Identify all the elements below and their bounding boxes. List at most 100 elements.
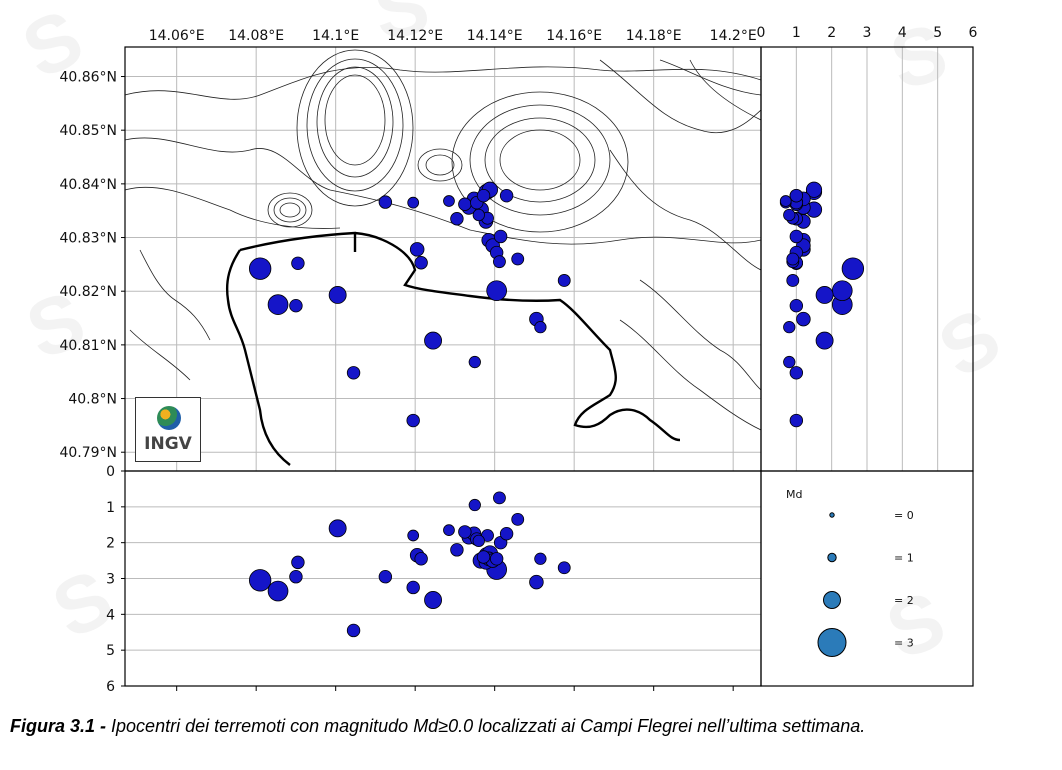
latitude-profile-point <box>789 188 804 203</box>
depth-section-point <box>424 591 443 609</box>
depth-section-point <box>328 519 347 538</box>
depth-section-point <box>468 498 481 512</box>
latitude-profile-point <box>841 257 865 280</box>
map-epicenter-point <box>493 255 506 269</box>
latitude-profile-point <box>783 355 796 369</box>
depth-tick-labels: 0 1 2 3 4 5 6 <box>106 464 115 695</box>
map-epicenter-point <box>450 212 464 226</box>
lon-tick-label: 14.12°E <box>387 28 443 44</box>
depth-section-point <box>493 491 506 505</box>
map-epicenter-point <box>468 355 481 369</box>
lon-tick-label: 14.08°E <box>228 28 284 44</box>
magnitude-legend: Md = 0 = 1 = 2 = 3 <box>760 470 974 687</box>
map-epicenter-point <box>534 321 547 334</box>
latitude-profile-point <box>786 274 800 287</box>
depth-section-point <box>489 552 504 566</box>
depth-section-point <box>406 580 420 595</box>
map-epicenter-point <box>443 195 455 207</box>
latitude-profile-point <box>831 280 853 302</box>
depth-section-points <box>248 491 571 638</box>
legend-title: Md <box>786 488 802 501</box>
latitude-profile-point <box>789 413 804 428</box>
magnitude-tick-label: 6 <box>969 25 978 41</box>
caption-label: Figura 3.1 - <box>10 716 107 736</box>
watermark-mark-2: S <box>881 7 956 107</box>
map-epicenter-point <box>458 197 472 211</box>
lon-tick-label: 14.1°E <box>312 28 359 44</box>
latitude-profile-point <box>805 181 823 198</box>
map-epicenter-point <box>499 188 514 203</box>
depth-tick-label: 4 <box>106 607 115 623</box>
map-epicenter-point <box>407 196 420 209</box>
latitude-tick-labels: 40.86°N 40.85°N 40.84°N 40.83°N 40.82°N 40.81… <box>59 70 117 462</box>
depth-section-x-ticks <box>176 686 734 691</box>
depth-section-point <box>248 569 272 592</box>
lon-tick-label: 14.16°E <box>546 28 602 44</box>
depth-section-point <box>557 561 571 575</box>
watermark-mark-6: S <box>875 574 956 676</box>
longitude-tick-labels: 14.06°E 14.08°E 14.1°E 14.12°E 14.14°E 14.16°… <box>149 28 757 44</box>
depth-tick-label: 5 <box>106 643 115 659</box>
map-epicenter-point <box>409 242 425 257</box>
lon-tick-label: 14.18°E <box>626 28 682 44</box>
depth-section-point <box>291 555 305 570</box>
depth-section-point <box>414 552 428 566</box>
caption-text: Ipocentri dei terremoti con magnitudo Md… <box>106 716 866 736</box>
globe-icon <box>157 406 181 430</box>
legend-label: = 1 <box>894 552 914 565</box>
depth-section-point <box>346 623 361 638</box>
legend-entries: = 0 = 1 = 2 = 3 <box>817 509 914 657</box>
latitude-profile-point <box>789 229 804 244</box>
depth-section-point <box>511 512 525 526</box>
latitude-profile-point <box>789 298 804 313</box>
map-epicenter-point <box>248 257 272 280</box>
watermark: SSSSSSS <box>10 0 1015 676</box>
map-epicenter-point <box>493 229 508 244</box>
depth-tick-label: 2 <box>106 536 115 552</box>
latitude-profile-point <box>786 252 800 266</box>
map-epicenter-point <box>406 413 420 428</box>
legend-marker <box>823 591 841 609</box>
map-epicenter-points <box>248 181 571 428</box>
legend-label: = 3 <box>894 637 914 650</box>
latitude-profile-point <box>783 208 796 222</box>
lat-tick-label: 40.85°N <box>59 123 117 139</box>
figure-caption: Figura 3.1 - Ipocentri dei terremoti con… <box>10 716 1055 737</box>
lat-tick-label: 40.84°N <box>59 177 117 193</box>
legend-marker <box>829 512 835 518</box>
magnitude-tick-label: 5 <box>933 25 942 41</box>
magnitude-tick-label: 0 <box>757 25 766 41</box>
legend-label: = 0 <box>894 509 914 522</box>
depth-section-point <box>378 570 393 584</box>
map-coastline <box>226 231 681 466</box>
map-epicenter-point <box>557 274 571 287</box>
ingv-logo: INGV <box>135 397 201 462</box>
magnitude-tick-labels: 0 1 2 3 4 5 6 <box>757 25 978 41</box>
latitude-profile-point <box>815 331 834 350</box>
depth-section-point <box>443 524 455 536</box>
lon-tick-label: 14.14°E <box>467 28 523 44</box>
depth-section-point <box>407 529 420 542</box>
depth-section-point <box>267 580 289 602</box>
map-topography-contours <box>125 49 761 431</box>
depth-section-gridlines <box>121 470 761 687</box>
lat-tick-label: 40.83°N <box>59 231 117 247</box>
depth-section-point <box>472 534 485 548</box>
map-epicenter-point <box>328 286 347 304</box>
depth-section-point <box>534 552 547 565</box>
latitude-profile-panel: 0 1 2 3 4 5 6 <box>757 25 978 472</box>
magnitude-tick-label: 3 <box>863 25 872 41</box>
lon-tick-label: 14.06°E <box>149 28 205 44</box>
depth-section-point <box>458 525 472 539</box>
latitude-profile-point <box>783 321 796 334</box>
epicenter-map: 14.06°E 14.08°E 14.1°E 14.12°E 14.14°E 14.16°… <box>59 28 762 472</box>
logo-text: INGV <box>144 434 192 454</box>
lon-tick-label: 14.2°E <box>710 28 757 44</box>
map-epicenter-point <box>476 188 491 203</box>
depth-section-panel: 0 1 2 3 4 5 6 <box>106 464 762 695</box>
map-background <box>125 49 761 466</box>
depth-section-point <box>476 550 491 564</box>
map-epicenter-point <box>511 252 525 266</box>
map-epicenter-point <box>424 331 443 350</box>
